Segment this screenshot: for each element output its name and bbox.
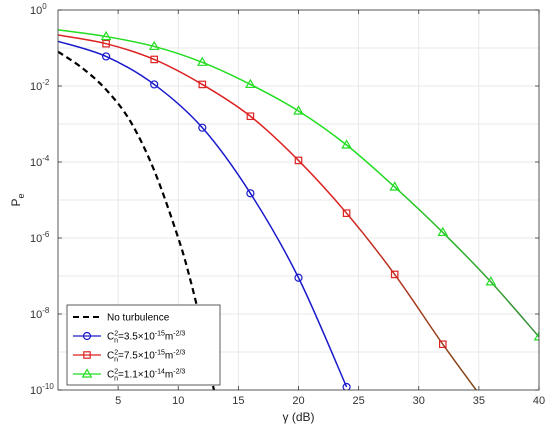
legend-entry-1: C2 n=3.5×10-15m-2/3 [73,331,185,345]
legend-swatch-marker [81,368,93,378]
x-tick-label: 25 [353,395,365,407]
data-point [341,139,352,149]
y-tick-base: 10 [30,81,42,93]
data-point [437,226,449,237]
y-tick-label: 10-6 [30,230,50,245]
legend-superscript: 2 [114,331,118,338]
legend-swatch-marker [82,331,92,341]
data-point [293,105,304,115]
y-tick-exponent: -10 [42,382,54,391]
y-tick-exponent: -8 [42,306,50,315]
legend-label: C2 n=7.5×10-15m-2/3 [107,350,185,364]
data-point [485,276,497,286]
data-point [150,80,159,89]
legend-text-part: C [107,370,114,381]
legend-label: No turbulence [107,313,170,324]
data-point [294,156,303,165]
legend-text-part: C [107,351,114,362]
y-tick-exponent: -4 [42,154,50,163]
y-axis-label-subscript: e [16,193,26,198]
legend-label: C2 n=3.5×10-15m-2/3 [107,331,185,345]
y-tick-label: 100 [30,2,47,17]
y-tick-exponent: -2 [42,78,50,87]
x-tick-label: 40 [533,395,545,407]
y-tick-label: 10-8 [30,306,50,321]
y-tick-label: 10-2 [30,78,50,93]
x-tick-label: 35 [473,395,485,407]
legend-text-part: =3.5×10 [118,332,155,343]
data-point [439,340,447,349]
data-point [246,189,255,198]
legend-subscript: n [114,338,118,345]
x-tick-label: 15 [232,395,244,407]
data-point [245,78,256,89]
legend-exponent: -2/3 [173,350,185,357]
series-1 [58,40,351,390]
data-point [342,382,351,390]
legend-text-part: m [165,351,173,362]
y-tick-base: 10 [30,309,42,321]
x-tick-label: 10 [172,395,184,407]
legend-entry-3: C2 n=1.1×10-14m-2/3 [73,368,185,383]
y-tick-label: 10-4 [30,154,50,169]
legend-exponent: -15 [155,350,165,357]
y-tick-base: 10 [30,233,42,245]
data-point [389,181,401,191]
data-point [150,55,159,64]
legend-text-part: =7.5×10 [118,351,155,362]
y-axis-label-main: P [9,199,23,207]
legend-swatch-marker [83,351,91,359]
x-tick-label: 30 [413,395,425,407]
y-tick-label: 10-10 [30,382,54,397]
y-tick-base: 10 [30,385,42,397]
data-point [198,123,207,132]
data-point [101,52,111,61]
x-tick-label: 5 [115,395,121,407]
legend-subscript: n [114,376,118,383]
y-tick-base: 10 [30,5,42,17]
data-point [148,40,160,51]
series-line [58,40,348,388]
data-point [102,39,110,48]
legend-exponent: -15 [155,331,165,338]
y-tick-exponent: -6 [42,230,50,239]
legend-subscript: n [114,357,118,364]
legend-entry-2: C2 n=7.5×10-15m-2/3 [73,350,185,364]
series-line [58,34,478,390]
legend-exponent: -14 [155,369,165,376]
data-point [246,112,255,121]
y-tick-exponent: 0 [42,2,47,11]
legend-entry-0: No turbulence [73,313,170,324]
y-axis-label: Pe [9,193,26,206]
data-point [294,273,303,282]
data-point [533,331,539,341]
data-point [198,80,207,89]
legend-label: C2 n=1.1×10-14m-2/3 [107,369,185,383]
series-3 [58,29,539,341]
data-point [342,209,351,217]
x-axis-label: γ (dB) [282,410,314,424]
y-tick-base: 10 [30,157,42,169]
series-2 [58,34,483,390]
legend-text-part: C [107,332,114,343]
x-tick-label: 20 [292,395,304,407]
legend-superscript: 2 [114,350,118,357]
legend-box [66,304,221,386]
legend-text-part: m [165,332,173,343]
data-point [390,270,399,279]
legend-exponent: -2/3 [173,369,185,376]
legend-text-part: =1.1×10 [118,370,155,381]
legend-superscript: 2 [114,369,118,376]
data-point [100,30,112,41]
legend-exponent: -2/3 [173,331,185,338]
legend-text-part: m [165,370,173,381]
data-point [196,56,208,66]
